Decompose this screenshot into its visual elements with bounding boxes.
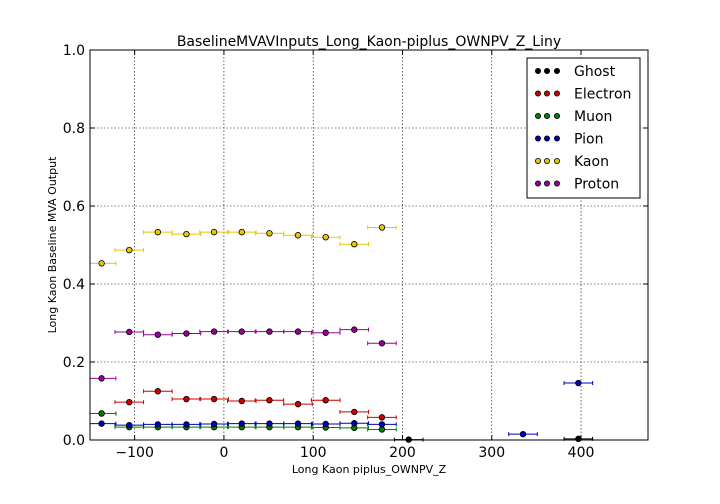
- proton-point: [322, 329, 329, 336]
- x-tick-label: 0: [219, 445, 228, 461]
- ghost-point: [575, 435, 582, 443]
- x-tick-label: 300: [478, 445, 505, 461]
- y-tick-label: 1.0: [63, 43, 85, 59]
- proton-legend-marker: [554, 180, 561, 187]
- pion-legend-marker: [554, 135, 561, 142]
- kaon-legend-marker: [544, 157, 551, 164]
- kaon-point: [351, 241, 358, 248]
- pion-point: [351, 420, 358, 427]
- kaon-point: [378, 224, 386, 231]
- ghost-legend-label: Ghost: [574, 64, 616, 80]
- pion-point: [126, 421, 133, 429]
- proton-point: [238, 328, 245, 335]
- pion-point: [238, 420, 245, 427]
- y-tick-label: 0.4: [63, 277, 85, 293]
- electron-legend-marker: [554, 90, 561, 97]
- electron-point: [378, 414, 386, 421]
- muon-legend-marker: [535, 113, 542, 120]
- pion-point: [98, 420, 105, 427]
- electron-legend-label: Electron: [574, 87, 631, 103]
- kaon-point: [238, 228, 245, 236]
- pion-legend-label: Pion: [574, 132, 603, 148]
- proton-legend-marker: [535, 180, 542, 187]
- electron-legend-marker: [535, 90, 542, 97]
- pion-point: [183, 421, 190, 428]
- y-tick-label: 0.2: [63, 355, 85, 371]
- electron-point: [322, 397, 329, 404]
- proton-point: [266, 328, 273, 335]
- electron-point: [238, 397, 245, 405]
- muon-legend-marker: [544, 113, 551, 120]
- pion-legend-marker: [544, 135, 551, 142]
- plot-frame: [89, 49, 649, 441]
- pion-point: [519, 430, 527, 438]
- electron-legend-marker: [544, 90, 551, 97]
- kaon-point: [210, 228, 218, 236]
- pion-point: [378, 421, 386, 428]
- kaon-point: [126, 246, 133, 254]
- kaon-legend-label: Kaon: [574, 154, 609, 170]
- kaon-legend-marker: [554, 157, 561, 164]
- proton-point: [98, 375, 105, 382]
- pion-point: [266, 420, 273, 427]
- x-tick-label: −100: [115, 445, 153, 461]
- pion-point: [575, 379, 582, 387]
- proton-point: [126, 328, 133, 336]
- kaon-point: [266, 230, 273, 237]
- proton-point: [351, 326, 358, 333]
- electron-point: [126, 398, 133, 406]
- electron-point: [183, 395, 190, 403]
- ghost-legend-marker: [544, 68, 551, 75]
- proton-point: [183, 330, 190, 337]
- x-tick-label: 100: [300, 445, 327, 461]
- proton-point: [378, 340, 386, 347]
- electron-point: [154, 388, 162, 395]
- muon-legend-label: Muon: [574, 109, 612, 125]
- pion-point: [322, 420, 329, 428]
- data-points: [98, 224, 582, 443]
- axis-ticks: −100 0 100 200 300 400 0.0 0.2 0.4 0.6 0.8 1.0: [63, 43, 648, 461]
- x-tick-label: 200: [389, 445, 416, 461]
- chart-title: BaselineMVAVInputs_Long_Kaon-piplus_OWNP…: [177, 34, 561, 50]
- kaon-legend-marker: [535, 157, 542, 164]
- y-tick-label: 0.8: [63, 121, 85, 137]
- ghost-legend-marker: [554, 68, 561, 75]
- electron-point: [294, 400, 302, 408]
- pion-point: [294, 420, 302, 427]
- proton-point: [210, 328, 218, 335]
- proton-legend-marker: [544, 180, 551, 187]
- kaon-point: [183, 230, 190, 238]
- muon-legend-marker: [554, 113, 561, 120]
- x-tick-label: 400: [568, 445, 595, 461]
- pion-point: [154, 421, 162, 428]
- electron-point: [351, 408, 358, 416]
- legend-box: [526, 57, 641, 199]
- electron-point: [210, 395, 218, 403]
- y-tick-label: 0.6: [63, 199, 85, 215]
- muon-point: [98, 410, 105, 417]
- pion-point: [210, 420, 218, 428]
- kaon-point: [98, 260, 105, 267]
- kaon-point: [322, 233, 329, 241]
- proton-legend-label: Proton: [574, 177, 619, 193]
- electron-point: [266, 397, 273, 404]
- proton-point: [154, 331, 162, 338]
- pion-legend-marker: [535, 135, 542, 142]
- y-axis-label: Long Kaon Baseline MVA Output: [46, 156, 59, 333]
- legend: Ghost Electron Muon Pion Kaon Proton: [526, 57, 641, 199]
- kaon-point: [154, 228, 162, 236]
- ghost-legend-marker: [535, 68, 542, 75]
- y-tick-label: 0.0: [63, 433, 85, 449]
- kaon-point: [294, 232, 302, 239]
- proton-point: [294, 328, 302, 335]
- x-axis-label: Long Kaon piplus_OWNPV_Z: [292, 463, 447, 476]
